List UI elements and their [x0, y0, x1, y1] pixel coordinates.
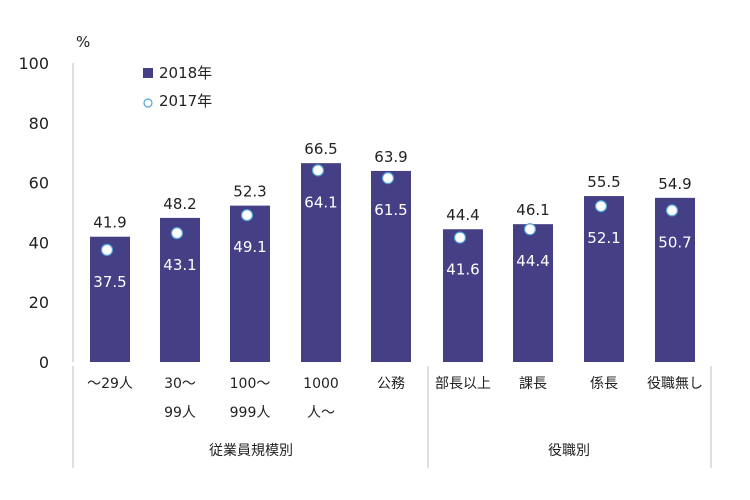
category-label: 999人	[230, 405, 271, 421]
bar-2018	[230, 205, 270, 362]
data-label-2017: 49.1	[233, 238, 266, 256]
y-tick-label: 60	[29, 174, 49, 193]
data-label-2018: 46.1	[516, 201, 549, 219]
bar-2018	[584, 196, 624, 362]
bar-2018	[513, 224, 553, 362]
category-label: 人～	[307, 405, 335, 421]
y-axis-unit: %	[76, 33, 90, 51]
group-label: 従業員規模別	[209, 443, 293, 459]
data-label-2017: 52.1	[587, 229, 620, 247]
legend-marker-2017	[143, 98, 153, 108]
y-tick-label: 0	[39, 353, 49, 372]
bar-2018	[90, 236, 130, 362]
y-tick-label: 100	[18, 54, 49, 73]
bar-2018	[160, 217, 200, 362]
legend-swatch-2018	[143, 68, 153, 78]
data-label-2017: 64.1	[304, 193, 337, 211]
data-label-2018: 66.5	[304, 140, 337, 158]
y-tick-label: 20	[29, 293, 49, 312]
bar-2018	[443, 229, 483, 362]
marker-2017	[523, 223, 537, 236]
category-label: 1000	[303, 376, 339, 392]
data-label-2017: 44.4	[516, 252, 549, 270]
data-label-2018: 54.9	[658, 175, 691, 193]
category-label: 役職無し	[647, 376, 703, 392]
data-label-2018: 55.5	[587, 173, 620, 191]
data-label-2018: 52.3	[233, 183, 266, 201]
data-label-2017: 37.5	[93, 273, 126, 291]
marker-2017	[594, 200, 608, 213]
data-label-2018: 41.9	[93, 214, 126, 232]
marker-2017	[381, 172, 395, 185]
bar-2018	[371, 170, 411, 362]
category-label: 係長	[590, 376, 618, 392]
category-label: 部長以上	[435, 376, 491, 392]
data-label-2018: 48.2	[163, 195, 196, 213]
category-label: 100～	[230, 376, 271, 392]
bar-2018	[655, 197, 695, 362]
data-label-2017: 41.6	[446, 261, 479, 279]
data-label-2017: 43.1	[163, 256, 196, 274]
marker-2017	[311, 164, 325, 177]
y-tick-label: 40	[29, 233, 49, 252]
data-label-2018: 63.9	[374, 148, 407, 166]
y-tick-label: 80	[29, 114, 49, 133]
group-label: 役職別	[548, 443, 590, 459]
legend-label-2017: 2017年	[159, 92, 212, 110]
marker-2017	[665, 204, 679, 217]
marker-2017	[240, 209, 254, 222]
data-label-2018: 44.4	[446, 206, 479, 224]
marker-2017	[453, 231, 467, 244]
category-label: 公務	[377, 376, 405, 392]
data-label-2017: 61.5	[374, 201, 407, 219]
marker-2017	[100, 243, 114, 256]
data-label-2017: 50.7	[658, 233, 691, 251]
category-label: 30～	[164, 376, 196, 392]
marker-2017	[170, 227, 184, 240]
bar-2018	[301, 163, 341, 362]
category-label: 99人	[164, 405, 196, 421]
category-label: ～29人	[87, 376, 133, 392]
legend-label-2018: 2018年	[159, 64, 212, 82]
category-label: 課長	[519, 376, 547, 392]
